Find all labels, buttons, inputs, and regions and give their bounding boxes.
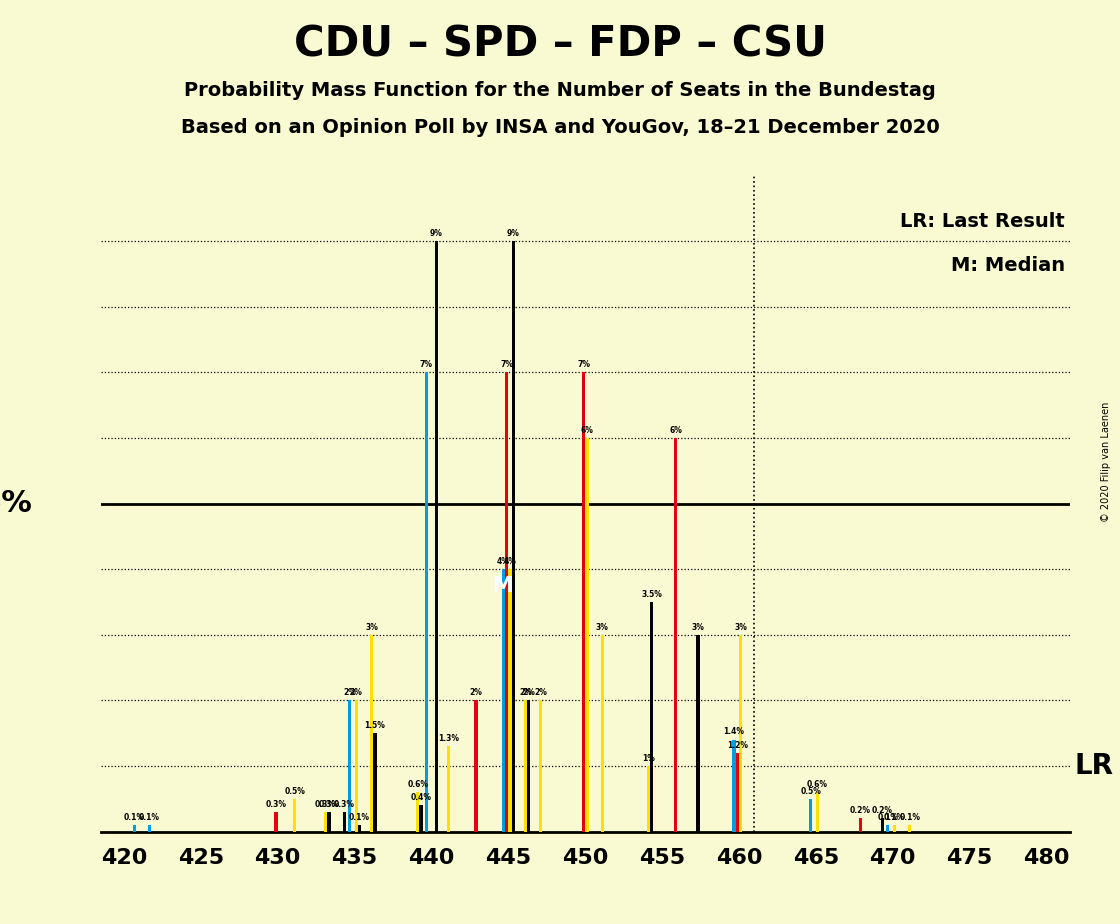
Text: 9%: 9% — [430, 229, 442, 237]
Bar — [859, 819, 862, 832]
Text: 0.2%: 0.2% — [850, 807, 871, 815]
Bar — [893, 825, 896, 832]
Text: 2%: 2% — [469, 688, 483, 697]
Bar — [697, 635, 700, 832]
Text: 1.4%: 1.4% — [724, 727, 745, 736]
Bar — [736, 753, 739, 832]
Bar — [732, 740, 736, 832]
Text: M: M — [492, 576, 513, 596]
Text: 0.1%: 0.1% — [139, 813, 160, 821]
Bar — [502, 569, 505, 832]
Bar — [355, 700, 358, 832]
Text: Probability Mass Function for the Number of Seats in the Bundestag: Probability Mass Function for the Number… — [184, 81, 936, 101]
Text: 6%: 6% — [580, 426, 594, 434]
Text: 0.5%: 0.5% — [284, 786, 305, 796]
Bar — [908, 825, 912, 832]
Text: 1%: 1% — [642, 754, 655, 762]
Bar — [274, 812, 278, 832]
Text: 2%: 2% — [519, 688, 532, 697]
Text: 7%: 7% — [577, 360, 590, 369]
Bar — [293, 798, 297, 832]
Text: 0.3%: 0.3% — [318, 799, 339, 808]
Bar — [815, 792, 819, 832]
Bar — [505, 372, 508, 832]
Text: 0.4%: 0.4% — [411, 793, 431, 802]
Bar — [739, 635, 743, 832]
Bar — [586, 438, 588, 832]
Bar — [880, 819, 884, 832]
Text: M: Median: M: Median — [951, 256, 1065, 274]
Bar — [348, 700, 351, 832]
Text: 3.5%: 3.5% — [642, 590, 662, 599]
Text: 0.1%: 0.1% — [877, 813, 898, 821]
Bar — [508, 569, 512, 832]
Text: 2%: 2% — [349, 688, 363, 697]
Bar — [416, 792, 419, 832]
Text: Based on an Opinion Poll by INSA and YouGov, 18–21 December 2020: Based on an Opinion Poll by INSA and You… — [180, 118, 940, 138]
Text: LR: Last Result: LR: Last Result — [900, 212, 1065, 231]
Bar — [148, 825, 151, 832]
Bar — [420, 806, 422, 832]
Text: 3%: 3% — [596, 623, 608, 631]
Bar — [324, 812, 327, 832]
Bar — [474, 700, 477, 832]
Bar — [327, 812, 330, 832]
Bar — [343, 812, 346, 832]
Text: LR: LR — [1074, 752, 1113, 780]
Bar — [424, 372, 428, 832]
Text: 4%: 4% — [497, 557, 510, 565]
Text: 0.3%: 0.3% — [265, 799, 287, 808]
Text: 2%: 2% — [534, 688, 548, 697]
Bar — [524, 700, 528, 832]
Bar — [370, 635, 373, 832]
Text: 2%: 2% — [343, 688, 356, 697]
Text: 0.2%: 0.2% — [872, 807, 893, 815]
Text: 0.3%: 0.3% — [334, 799, 355, 808]
Bar — [582, 372, 585, 832]
Bar — [435, 241, 438, 832]
Text: 0.6%: 0.6% — [808, 780, 828, 789]
Text: 1.5%: 1.5% — [364, 721, 385, 730]
Text: CDU – SPD – FDP – CSU: CDU – SPD – FDP – CSU — [293, 23, 827, 65]
Bar — [600, 635, 604, 832]
Bar — [809, 798, 812, 832]
Text: 3%: 3% — [735, 623, 747, 631]
Text: 1.2%: 1.2% — [727, 741, 748, 749]
Bar — [358, 825, 362, 832]
Bar — [447, 747, 450, 832]
Text: 7%: 7% — [420, 360, 432, 369]
Text: 0.6%: 0.6% — [408, 780, 428, 789]
Text: 0.1%: 0.1% — [899, 813, 921, 821]
Text: 7%: 7% — [501, 360, 513, 369]
Bar — [528, 700, 531, 832]
Text: 1.3%: 1.3% — [438, 734, 459, 743]
Text: 0.1%: 0.1% — [349, 813, 370, 821]
Bar — [132, 825, 136, 832]
Bar — [650, 602, 653, 832]
Text: 4%: 4% — [504, 557, 516, 565]
Text: 3%: 3% — [691, 623, 704, 631]
Text: 0.5%: 0.5% — [801, 786, 821, 796]
Bar — [373, 734, 376, 832]
Text: 2%: 2% — [522, 688, 535, 697]
Bar — [674, 438, 678, 832]
Text: 0.1%: 0.1% — [123, 813, 144, 821]
Text: 6%: 6% — [670, 426, 682, 434]
Bar — [886, 825, 889, 832]
Text: 0.3%: 0.3% — [315, 799, 336, 808]
Bar — [646, 766, 650, 832]
Text: 3%: 3% — [365, 623, 379, 631]
Text: © 2020 Filip van Laenen: © 2020 Filip van Laenen — [1101, 402, 1111, 522]
Bar — [512, 241, 515, 832]
Text: 0.1%: 0.1% — [884, 813, 905, 821]
Text: 9%: 9% — [507, 229, 520, 237]
Bar — [539, 700, 542, 832]
Text: 5%: 5% — [0, 489, 32, 518]
